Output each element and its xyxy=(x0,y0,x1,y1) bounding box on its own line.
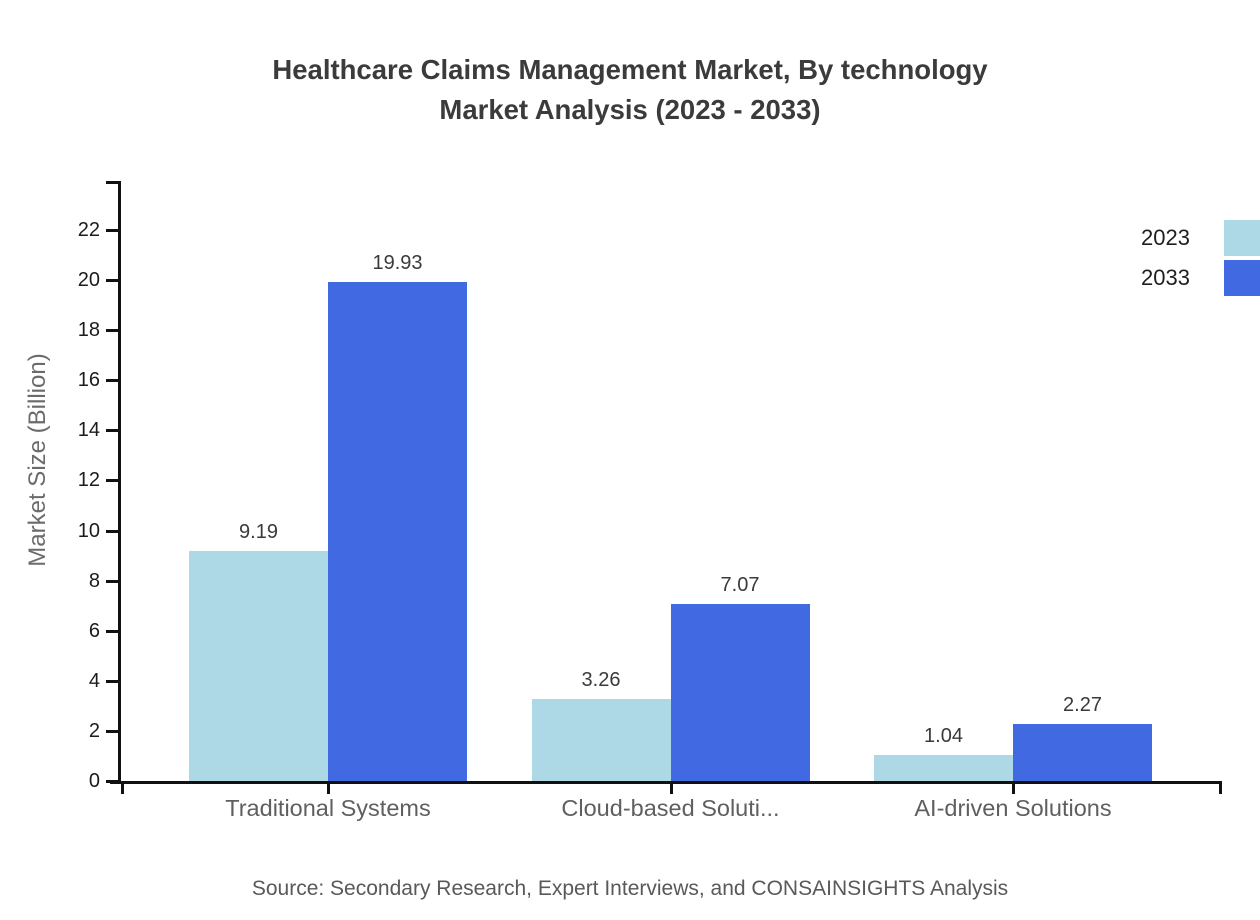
bar-segment xyxy=(874,754,1013,781)
bar-segment xyxy=(670,603,810,781)
y-axis-tick-label: 8 xyxy=(88,569,100,592)
x-axis-end-tick xyxy=(1219,784,1222,794)
bar-value-label: 7.07 xyxy=(720,573,760,596)
y-axis-tick-label: 2 xyxy=(88,719,100,742)
x-axis-end-tick xyxy=(121,784,124,794)
y-axis-tick-label: 0 xyxy=(88,770,100,792)
bar-segment xyxy=(189,550,328,781)
chart-title: Healthcare Claims Management Market, By … xyxy=(272,54,988,85)
bar-value-label: 2.27 xyxy=(1063,694,1102,717)
y-axis-tick-label: 4 xyxy=(88,669,100,692)
bar-value-label: 9.19 xyxy=(239,520,278,543)
x-axis-tick xyxy=(669,784,673,794)
source-note: Source: Secondary Research, Expert Inter… xyxy=(251,877,1009,900)
y-axis-tick xyxy=(106,429,118,433)
y-axis-tick xyxy=(106,479,118,483)
x-axis-tick xyxy=(327,784,330,794)
y-axis-tick xyxy=(106,279,118,283)
y-axis-tick xyxy=(106,529,118,533)
y-axis-tick-label: 22 xyxy=(77,219,100,241)
bar-segment xyxy=(1013,724,1152,781)
x-category-label: Traditional Systems xyxy=(225,795,431,821)
y-axis-tick-label: 14 xyxy=(77,419,100,442)
y-axis-tick xyxy=(106,579,118,583)
legend-swatch-2023 xyxy=(1224,220,1260,256)
legend-label-2023: 2023 xyxy=(1141,225,1190,250)
y-axis-tick-label: 18 xyxy=(77,319,100,342)
bar-value-label: 3.26 xyxy=(581,669,621,692)
y-axis-tick xyxy=(106,679,118,683)
y-axis-tick-label: 6 xyxy=(88,619,100,642)
y-axis-top-cap xyxy=(106,181,118,184)
y-axis-tick-label: 20 xyxy=(77,269,100,292)
bar-value-label: 1.04 xyxy=(924,724,963,747)
y-axis-tick-label: 10 xyxy=(77,519,100,542)
y-axis-tick xyxy=(106,629,118,633)
x-axis-tick xyxy=(1012,784,1015,794)
y-axis-tick xyxy=(106,729,118,733)
x-category-label: Cloud-based Soluti... xyxy=(561,795,780,821)
legend-label-2033: 2033 xyxy=(1141,265,1190,290)
y-axis-line xyxy=(118,181,121,783)
chart-subtitle: Market Analysis (2023 - 2033) xyxy=(439,94,821,125)
bar-segment xyxy=(328,281,467,781)
y-axis-tick-label: 16 xyxy=(77,369,100,392)
x-category-label: AI-driven Solutions xyxy=(914,795,1112,821)
bar-value-label: 19.93 xyxy=(372,251,423,274)
y-axis-tick-label: 12 xyxy=(77,469,100,492)
chart-title-block: Healthcare Claims Management Market, By … xyxy=(0,50,1260,130)
legend-swatch-2033 xyxy=(1224,260,1260,296)
bar-segment xyxy=(531,699,671,781)
y-axis-tick xyxy=(106,229,118,232)
y-axis-tick xyxy=(106,329,118,333)
y-axis-tick xyxy=(106,379,118,383)
x-axis-line xyxy=(110,781,1222,784)
